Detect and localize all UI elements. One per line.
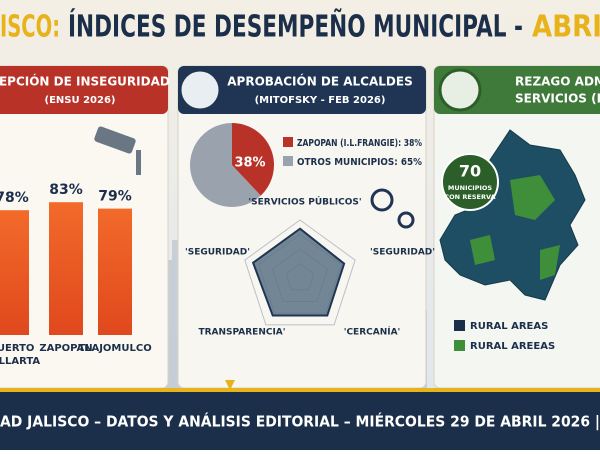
legend-swatch — [454, 320, 465, 331]
footer-rule — [0, 388, 600, 392]
category-label: VALLARTA — [0, 356, 40, 367]
panel-title: SERVICIOS (IIE — [515, 92, 600, 106]
category-label: ZAPOPAN — [39, 343, 92, 354]
category-label: TLAJOMULCO — [78, 343, 151, 354]
radar-axis-label: 'SEGURIDAD' — [185, 248, 250, 258]
gear-icon — [370, 188, 415, 229]
radar-axis-label: TRANSPARENCIA' — [198, 328, 285, 338]
panel — [177, 65, 427, 389]
legend-label: RURAL AREAS — [470, 321, 548, 332]
radar-axis-label: 'CERCANÍA' — [344, 326, 401, 338]
bar — [98, 208, 132, 335]
pie-slice — [232, 123, 274, 196]
legend-label: OTROS MUNICIPIOS: 65% — [297, 157, 422, 168]
bar — [49, 202, 83, 335]
radar-ring — [244, 219, 356, 326]
gavel-icon — [178, 68, 222, 112]
badge-number: 70 — [459, 162, 481, 181]
panel-header — [178, 66, 426, 114]
category-label: PUERTO — [0, 343, 34, 354]
legend-swatch — [283, 137, 293, 147]
panel-header — [0, 66, 168, 114]
health-icon — [438, 68, 482, 112]
title-part: ABRI — [532, 10, 600, 45]
title-part: ÍNDICES DE DESEMPEÑO MUNICIPAL - — [68, 8, 523, 45]
footer-band — [0, 392, 600, 450]
panel-title: CEPCIÓN DE INSEGURIDAD — [0, 74, 170, 89]
bar — [0, 210, 29, 335]
legend-label: RURAL AREEAS — [470, 341, 555, 352]
panel-subtitle: (ENSU 2026) — [45, 95, 116, 106]
panel-title: APROBACIÓN DE ALCALDES — [227, 74, 412, 89]
radar-axis-label: 'SERVICIOS PÚBLICOS' — [248, 196, 361, 208]
legend-swatch — [283, 156, 293, 166]
legend-label: ZAPOPAN (I.L.FRANGIE): 38% — [297, 138, 422, 149]
pie-slice — [190, 123, 261, 207]
title-part: ISCO: — [0, 10, 60, 45]
radar-axis-label: 'SEGURIDAD' — [370, 248, 435, 258]
footer-text: AD JALISCO – DATOS Y ANÁLISIS EDITORIAL … — [0, 412, 600, 432]
badge — [441, 153, 499, 211]
jalisco-map — [439, 129, 586, 301]
radar-area — [251, 227, 346, 317]
marker — [225, 380, 235, 390]
panel-subtitle: (MITOFSKY - FEB 2026) — [255, 95, 386, 106]
bar-label: 79% — [98, 189, 132, 205]
badge-text: CON RESERVA — [444, 193, 495, 201]
camera-icon — [94, 126, 141, 175]
pie-label: 38% — [234, 156, 265, 171]
badge-text: MUNICIPIOS — [448, 184, 493, 192]
panel-title: REZAGO ADMIN — [515, 75, 600, 89]
bar-label: 83% — [49, 182, 83, 198]
legend-swatch — [454, 340, 465, 351]
bar-label: 78% — [0, 190, 29, 206]
